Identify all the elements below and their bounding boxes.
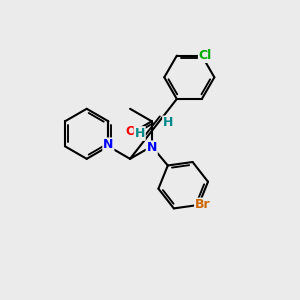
Text: H: H bbox=[134, 127, 145, 140]
Text: N: N bbox=[103, 138, 114, 151]
Text: Cl: Cl bbox=[199, 49, 212, 62]
Text: N: N bbox=[146, 141, 157, 154]
Text: H: H bbox=[163, 116, 173, 129]
Text: O: O bbox=[126, 125, 136, 139]
Text: Br: Br bbox=[195, 198, 211, 212]
